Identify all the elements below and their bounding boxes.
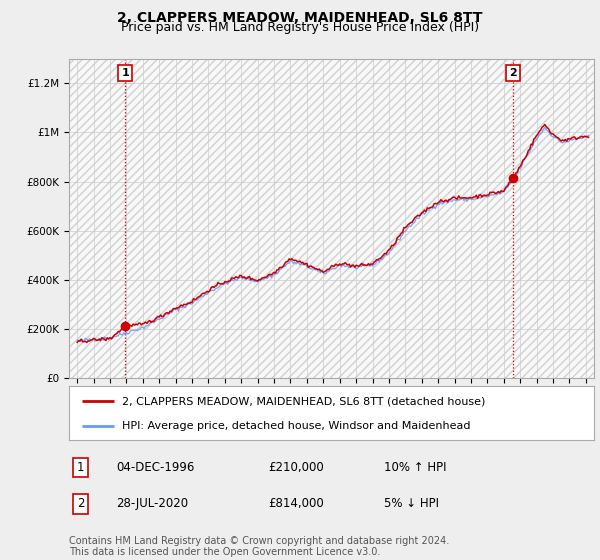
- Text: £210,000: £210,000: [269, 461, 324, 474]
- Text: HPI: Average price, detached house, Windsor and Maidenhead: HPI: Average price, detached house, Wind…: [121, 421, 470, 431]
- Text: 5% ↓ HPI: 5% ↓ HPI: [384, 497, 439, 511]
- Text: Contains HM Land Registry data © Crown copyright and database right 2024.
This d: Contains HM Land Registry data © Crown c…: [69, 535, 449, 557]
- Text: 10% ↑ HPI: 10% ↑ HPI: [384, 461, 446, 474]
- Text: 04-DEC-1996: 04-DEC-1996: [116, 461, 194, 474]
- Text: £814,000: £814,000: [269, 497, 324, 511]
- Text: 2: 2: [77, 497, 84, 511]
- Text: 2, CLAPPERS MEADOW, MAIDENHEAD, SL6 8TT: 2, CLAPPERS MEADOW, MAIDENHEAD, SL6 8TT: [117, 11, 483, 25]
- Text: 28-JUL-2020: 28-JUL-2020: [116, 497, 188, 511]
- Text: 1: 1: [77, 461, 84, 474]
- Text: Price paid vs. HM Land Registry's House Price Index (HPI): Price paid vs. HM Land Registry's House …: [121, 21, 479, 34]
- Text: 1: 1: [121, 68, 129, 78]
- Text: 2, CLAPPERS MEADOW, MAIDENHEAD, SL6 8TT (detached house): 2, CLAPPERS MEADOW, MAIDENHEAD, SL6 8TT …: [121, 396, 485, 407]
- Text: 2: 2: [509, 68, 517, 78]
